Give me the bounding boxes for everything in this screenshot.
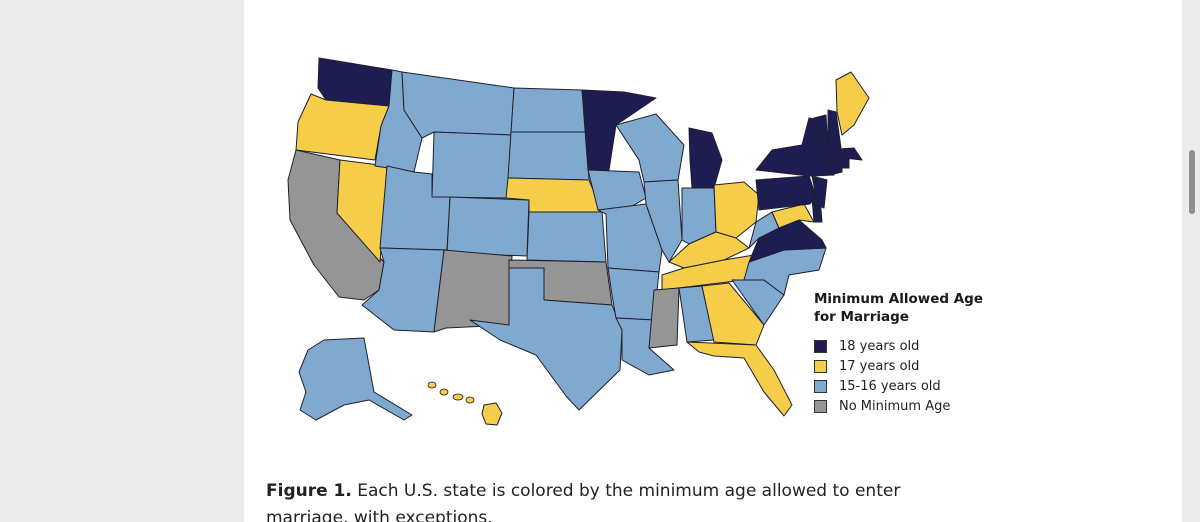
legend-swatch-18 [814, 339, 827, 353]
legend-item-18: 18 years old [814, 336, 1014, 356]
state-ak [298, 337, 413, 421]
state-mt [401, 71, 515, 139]
state-sd [507, 131, 590, 181]
state-ma [821, 147, 863, 163]
state-ga [701, 282, 765, 346]
state-wa [317, 57, 393, 107]
legend-label-18: 18 years old [839, 338, 920, 354]
state-tx [469, 267, 623, 411]
figure-caption: Figure 1. Each U.S. state is colored by … [266, 478, 986, 522]
state-nd [510, 87, 587, 133]
state-oh [713, 181, 760, 239]
state-mi [688, 127, 723, 189]
legend-item-none: No Minimum Age [814, 396, 1014, 416]
state-hi-island-3 [452, 393, 464, 401]
state-co [446, 196, 530, 257]
legend-label-none: No Minimum Age [839, 398, 951, 414]
state-hi-island-1 [427, 381, 437, 389]
state-wy [431, 131, 512, 199]
state-nj [811, 175, 828, 209]
state-ms [648, 287, 680, 349]
state-nh [827, 109, 842, 151]
legend-swatch-17 [814, 359, 827, 373]
legend-item-15-16: 15-16 years old [814, 376, 1014, 396]
page-left-gutter [0, 0, 244, 522]
us-states-map [287, 57, 870, 426]
scrollbar-thumb[interactable] [1189, 150, 1195, 214]
state-hi-island-4 [465, 396, 475, 404]
legend-title-line1: Minimum Allowed Age [814, 291, 983, 307]
legend-title-line2: for Marriage [814, 309, 909, 325]
state-fl [686, 341, 793, 417]
figure-caption-label: Figure 1. [266, 481, 352, 501]
state-nv [336, 159, 388, 263]
state-ri [841, 157, 850, 169]
state-nm [433, 249, 513, 333]
state-pa [755, 175, 817, 211]
figure-caption-text: Each U.S. state is colored by the minimu… [266, 481, 901, 522]
legend-swatch-none [814, 399, 827, 413]
article-content: Minimum Allowed Age for Marriage 18 year… [244, 0, 1182, 522]
scrollbar-track[interactable] [1182, 0, 1200, 522]
legend-label-15-16: 15-16 years old [839, 378, 941, 394]
legend-item-17: 17 years old [814, 356, 1014, 376]
legend-label-17: 17 years old [839, 358, 920, 374]
map-legend: Minimum Allowed Age for Marriage 18 year… [814, 290, 1014, 416]
state-hi [481, 402, 503, 426]
state-ar [607, 267, 660, 321]
legend-swatch-15-16 [814, 379, 827, 393]
state-me [835, 71, 870, 136]
state-hi-island-2 [439, 388, 449, 396]
legend-title: Minimum Allowed Age for Marriage [814, 290, 1014, 326]
state-ks [526, 211, 607, 263]
